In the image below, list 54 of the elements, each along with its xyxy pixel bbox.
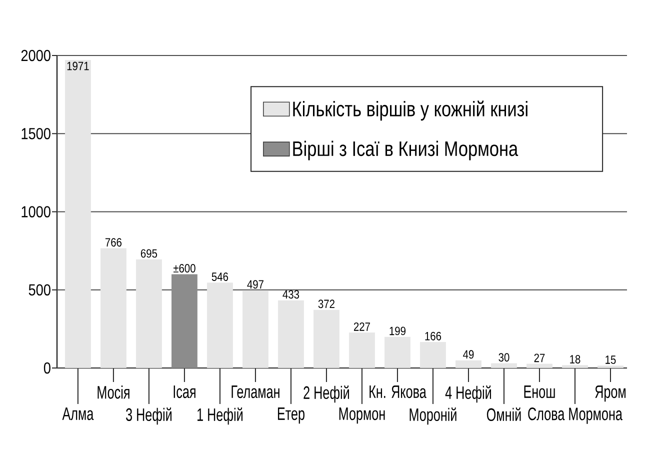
data-label: 199 [390, 326, 406, 336]
bar [278, 300, 304, 368]
data-label: 166 [425, 332, 442, 340]
x-tick-label: Кн. Якова [370, 386, 426, 398]
x-tick-label: Мормон [339, 408, 385, 424]
data-label: 766 [105, 238, 122, 247]
bar [491, 363, 517, 368]
y-tick-label: 2000 [21, 50, 50, 62]
bar [349, 332, 375, 368]
data-label: 227 [354, 322, 370, 331]
x-tick-label: Мороній [410, 408, 456, 425]
bar [314, 310, 340, 368]
bar [456, 360, 482, 368]
y-tick-label: 500 [28, 284, 50, 296]
y-tick-label: 1500 [22, 128, 50, 140]
x-tick-label: Омній [486, 408, 521, 422]
legend-label: Вірші з Ісаї в Книзі Мормона [293, 140, 518, 160]
x-tick-label: 4 Нефій [445, 386, 491, 403]
x-tick-label: Слова Мормона [528, 408, 622, 424]
data-label: ±600 [173, 264, 196, 273]
x-tick-label: Мосія [98, 386, 130, 399]
data-label: 49 [463, 350, 474, 359]
data-label: 372 [318, 300, 334, 308]
x-tick-label: Алма [62, 408, 94, 420]
bar [242, 290, 268, 368]
data-label: 18 [570, 354, 580, 364]
x-tick-label: Геламан [232, 386, 280, 398]
data-label: 15 [606, 356, 616, 364]
bar [172, 274, 198, 368]
x-tick-label: 3 Нефій [126, 408, 172, 425]
x-tick-label: 2 Нефій [304, 386, 349, 403]
data-label: 27 [534, 354, 545, 362]
data-label: 497 [247, 280, 264, 289]
data-label: 30 [498, 353, 510, 362]
x-tick-label: Ісая [174, 386, 196, 398]
x-tick-label: 1 Нефій [198, 408, 242, 425]
bar [420, 342, 446, 368]
bar [526, 364, 552, 368]
data-label: 433 [282, 290, 300, 299]
bar [136, 259, 162, 368]
x-tick-label: Етер [278, 408, 304, 424]
data-label: 1971 [67, 62, 89, 70]
legend-label: Кількість віршів у кожній книзі [293, 100, 528, 121]
y-tick-label: 0 [44, 362, 50, 374]
data-label: 546 [212, 272, 228, 281]
bar [562, 365, 588, 368]
bar [207, 282, 233, 368]
y-tick-label: 1000 [22, 206, 50, 218]
bar [100, 248, 126, 368]
x-tick-label: Енош [524, 386, 555, 398]
bar [64, 60, 91, 368]
bar [384, 336, 410, 368]
data-label: 695 [140, 249, 158, 258]
x-tick-label: Яром [595, 386, 626, 402]
